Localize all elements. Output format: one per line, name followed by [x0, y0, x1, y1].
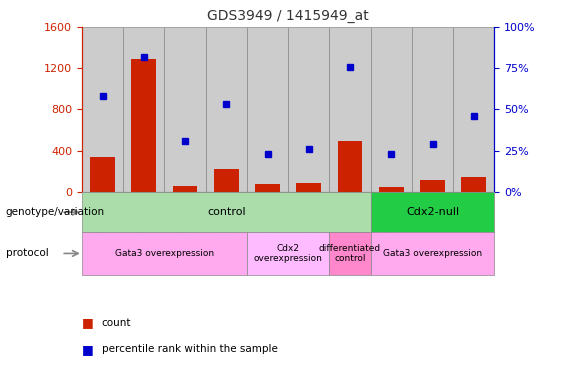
- Bar: [462, 177, 486, 192]
- Text: GSM325459: GSM325459: [346, 194, 354, 248]
- Text: GSM325451: GSM325451: [140, 194, 148, 248]
- Bar: [82, 27, 123, 192]
- Text: Cdx2
overexpression: Cdx2 overexpression: [254, 244, 323, 263]
- Text: GSM325456: GSM325456: [387, 194, 396, 248]
- Text: GSM325457: GSM325457: [428, 194, 437, 248]
- Text: percentile rank within the sample: percentile rank within the sample: [102, 344, 277, 354]
- Text: GSM325454: GSM325454: [263, 194, 272, 248]
- Text: control: control: [207, 207, 246, 217]
- Text: GSM325450: GSM325450: [98, 194, 107, 248]
- Text: genotype/variation: genotype/variation: [6, 207, 105, 217]
- Bar: [214, 169, 238, 192]
- Bar: [255, 184, 280, 192]
- Text: GSM325453: GSM325453: [222, 194, 231, 248]
- Bar: [329, 232, 371, 275]
- Bar: [288, 27, 329, 192]
- Text: Gata3 overexpression: Gata3 overexpression: [115, 249, 214, 258]
- Bar: [247, 232, 329, 275]
- Bar: [379, 187, 403, 192]
- Bar: [420, 180, 445, 192]
- Text: ■: ■: [82, 343, 94, 356]
- Bar: [453, 27, 494, 192]
- Title: GDS3949 / 1415949_at: GDS3949 / 1415949_at: [207, 9, 369, 23]
- Bar: [412, 27, 453, 192]
- Text: protocol: protocol: [6, 248, 49, 258]
- Bar: [82, 192, 371, 232]
- Bar: [371, 27, 412, 192]
- Bar: [371, 192, 494, 232]
- Text: Cdx2-null: Cdx2-null: [406, 207, 459, 217]
- Bar: [123, 27, 164, 192]
- Bar: [90, 157, 115, 192]
- Bar: [164, 27, 206, 192]
- Text: GSM325452: GSM325452: [181, 194, 189, 248]
- Text: count: count: [102, 318, 131, 328]
- Bar: [247, 27, 288, 192]
- Bar: [173, 186, 197, 192]
- Bar: [371, 232, 494, 275]
- Text: GSM325458: GSM325458: [470, 194, 478, 248]
- Text: differentiated
control: differentiated control: [319, 244, 381, 263]
- Bar: [132, 59, 156, 192]
- Bar: [206, 27, 247, 192]
- Bar: [329, 27, 371, 192]
- Bar: [297, 183, 321, 192]
- Text: ■: ■: [82, 316, 94, 329]
- Bar: [338, 141, 362, 192]
- Text: GSM325455: GSM325455: [305, 194, 313, 248]
- Bar: [82, 232, 247, 275]
- Text: Gata3 overexpression: Gata3 overexpression: [383, 249, 482, 258]
